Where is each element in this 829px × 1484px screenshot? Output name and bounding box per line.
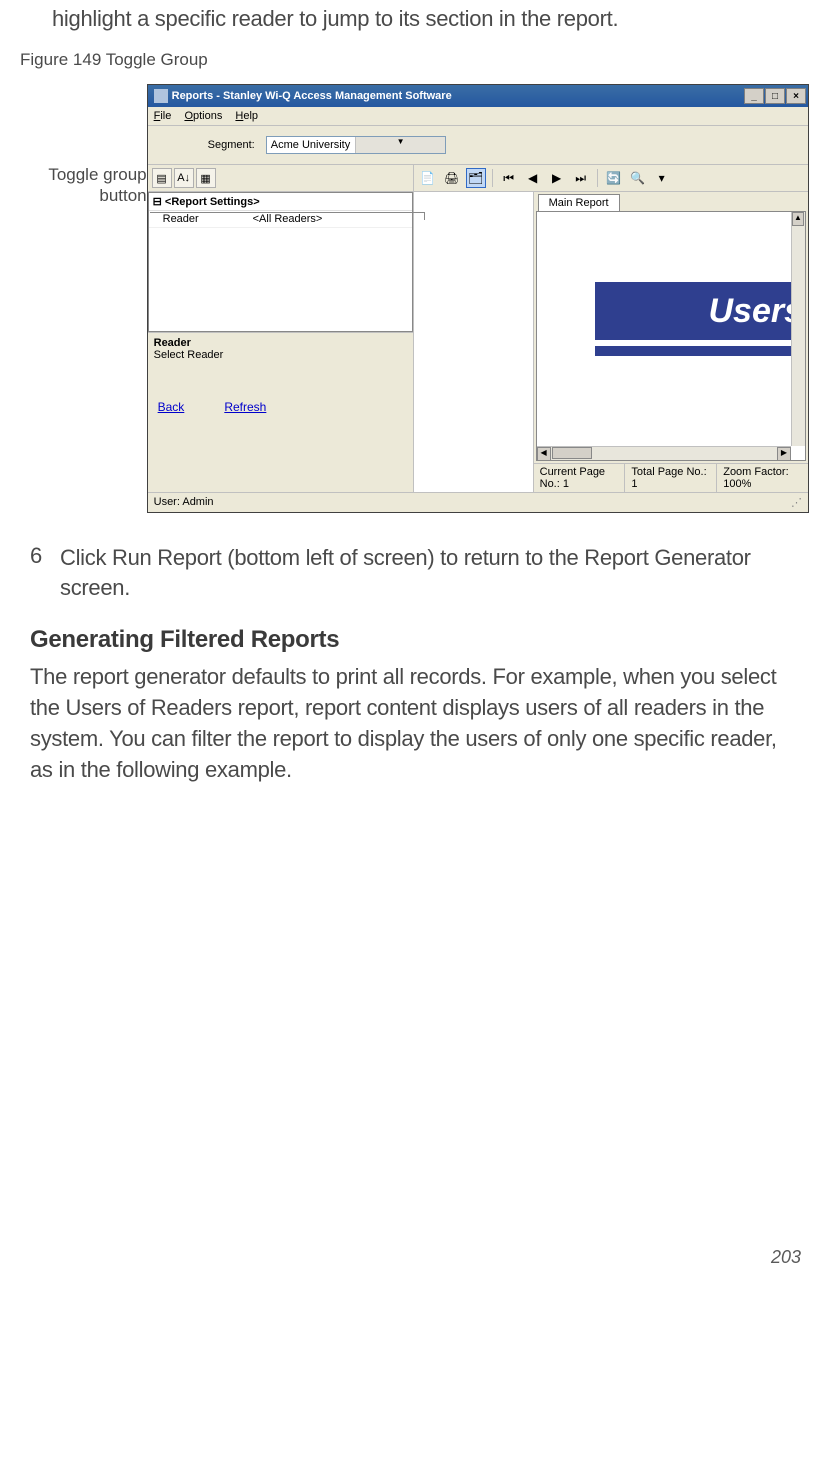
settings-header: ⊟ <Report Settings> [149, 193, 412, 211]
scroll-up-icon[interactable]: ▲ [792, 212, 804, 226]
refresh-icon[interactable]: 🔄 [604, 168, 624, 188]
resize-grip-icon[interactable]: ⋰ [791, 496, 802, 509]
annotation-line2: button [99, 186, 146, 205]
menu-file[interactable]: File [154, 110, 172, 122]
segment-combo[interactable]: Acme University ▼ [266, 136, 446, 154]
status-user: User: Admin [154, 496, 214, 509]
scroll-right-icon[interactable]: ▶ [777, 447, 791, 461]
report-status-row: Current Page No.: 1 Total Page No.: 1 Zo… [534, 463, 808, 492]
settings-row-value: <All Readers> [253, 213, 408, 225]
scroll-track [593, 447, 777, 460]
back-link[interactable]: Back [158, 400, 185, 414]
status-zoom: Zoom Factor: 100% [717, 464, 808, 492]
prev-page-icon[interactable]: ◀ [523, 168, 543, 188]
toggle-group-button[interactable]: 🗂 [466, 168, 486, 188]
minimize-button[interactable]: _ [744, 88, 764, 104]
figure-wrap: Toggle group button Reports - Stanley Wi… [20, 84, 809, 513]
annotation-label: Toggle group button [20, 164, 147, 207]
sort-az-icon[interactable]: A↓ [174, 168, 194, 188]
maximize-button[interactable]: □ [765, 88, 785, 104]
segment-label: Segment: [208, 139, 255, 151]
report-pane: Main Report Users ▲ ◀ ▶ [534, 192, 808, 492]
toolbar-row: ▤ A↓ ▦ 📄 🖨 🗂 ⏮ ◀ ▶ ⏭ 🔄 🔍 ▾ [148, 165, 808, 192]
status-bar: User: Admin ⋰ [148, 492, 808, 512]
left-pane: ⊟ <Report Settings> Reader <All Readers>… [148, 192, 414, 492]
toolbar-separator [492, 169, 493, 187]
tab-main-report[interactable]: Main Report [538, 194, 620, 211]
prop-title: Reader [154, 337, 407, 349]
status-total-page: Total Page No.: 1 [625, 464, 717, 492]
settings-row-label: Reader [163, 213, 253, 225]
settings-list: ⊟ <Report Settings> Reader <All Readers> [148, 192, 413, 332]
export-icon[interactable]: 📄 [418, 168, 438, 188]
properties-icon[interactable]: ▦ [196, 168, 216, 188]
settings-row[interactable]: Reader <All Readers> [149, 211, 412, 228]
toolbar-separator-2 [597, 169, 598, 187]
scroll-left-icon[interactable]: ◀ [537, 447, 551, 461]
print-icon[interactable]: 🖨 [442, 168, 462, 188]
group-tree-pane [414, 192, 534, 492]
left-links: Back Refresh [148, 392, 413, 422]
report-canvas: Users ▲ ◀ ▶ [536, 211, 806, 461]
horizontal-scrollbar[interactable]: ◀ ▶ [537, 446, 791, 460]
step-6-text: Click Run Report (bottom left of screen)… [60, 543, 799, 602]
annotation-column: Toggle group button [20, 84, 147, 207]
page-number: 203 [771, 1247, 801, 1268]
body-paragraph: The report generator defaults to print a… [30, 662, 799, 785]
report-tabs: Main Report [534, 192, 808, 211]
left-toolbar: ▤ A↓ ▦ [148, 165, 414, 191]
annotation-line1: Toggle group [48, 165, 146, 184]
first-page-icon[interactable]: ⏮ [499, 168, 519, 188]
vertical-scrollbar[interactable]: ▲ [791, 212, 805, 446]
section-heading: Generating Filtered Reports [30, 626, 799, 654]
window-title: Reports - Stanley Wi-Q Access Management… [172, 90, 744, 102]
close-button[interactable]: × [786, 88, 806, 104]
step-6: 6 Click Run Report (bottom left of scree… [30, 543, 799, 602]
title-bar: Reports - Stanley Wi-Q Access Management… [148, 85, 808, 107]
app-window: Reports - Stanley Wi-Q Access Management… [147, 84, 809, 513]
property-description: Reader Select Reader [148, 332, 413, 392]
menu-help[interactable]: Help [235, 110, 258, 122]
next-page-icon[interactable]: ▶ [547, 168, 567, 188]
chevron-down-icon: ▼ [355, 137, 445, 153]
prop-desc-text: Select Reader [154, 349, 407, 361]
annotation-leader-line [150, 212, 425, 213]
report-title-banner: Users [595, 282, 805, 340]
step-6-number: 6 [30, 543, 60, 602]
menu-bar: File Options Help [148, 107, 808, 126]
zoom-dropdown-icon[interactable]: ▾ [652, 168, 672, 188]
menu-options[interactable]: Options [184, 110, 222, 122]
right-toolbar: 📄 🖨 🗂 ⏮ ◀ ▶ ⏭ 🔄 🔍 ▾ [414, 165, 808, 191]
scroll-thumb[interactable] [552, 447, 592, 459]
status-current-page: Current Page No.: 1 [534, 464, 626, 492]
app-icon [154, 89, 168, 103]
search-icon[interactable]: 🔍 [628, 168, 648, 188]
settings-header-text: <Report Settings> [165, 196, 260, 208]
categorize-icon[interactable]: ▤ [152, 168, 172, 188]
intro-line: highlight a specific reader to jump to i… [52, 6, 809, 32]
body-row: ⊟ <Report Settings> Reader <All Readers>… [148, 192, 808, 492]
refresh-link[interactable]: Refresh [224, 400, 266, 414]
blank-space [20, 798, 809, 1278]
segment-value: Acme University [267, 139, 356, 151]
last-page-icon[interactable]: ⏭ [571, 168, 591, 188]
report-title-underline [595, 346, 805, 356]
figure-caption: Figure 149 Toggle Group [20, 50, 809, 70]
segment-row: Segment: Acme University ▼ [148, 126, 808, 165]
window-buttons: _ □ × [744, 88, 806, 104]
